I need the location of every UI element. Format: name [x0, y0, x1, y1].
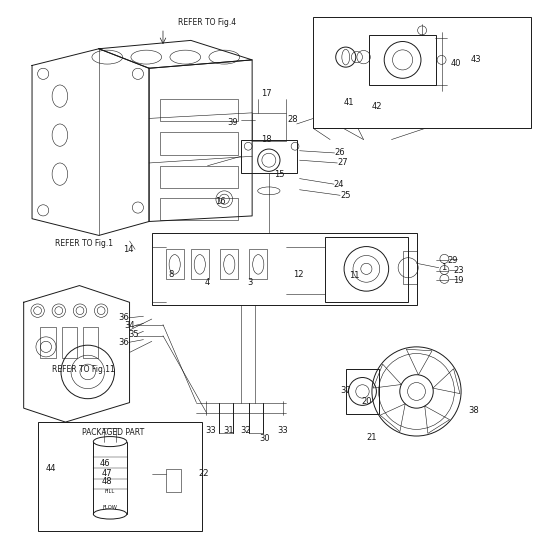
Bar — [40, 328, 56, 358]
Text: 15: 15 — [274, 170, 284, 179]
Text: 38: 38 — [469, 407, 479, 416]
Text: 16: 16 — [215, 198, 226, 207]
Text: 42: 42 — [371, 102, 382, 111]
Text: 23: 23 — [453, 266, 464, 275]
Text: 14: 14 — [123, 245, 134, 254]
Text: 44: 44 — [45, 464, 55, 473]
Text: REFER TO Fig.4: REFER TO Fig.4 — [179, 18, 237, 27]
Text: 33: 33 — [277, 426, 288, 435]
Bar — [160, 99, 238, 121]
Text: 17: 17 — [261, 89, 272, 98]
Text: 18: 18 — [261, 135, 272, 144]
Text: 22: 22 — [198, 469, 209, 478]
Bar — [38, 422, 202, 531]
Text: 36: 36 — [119, 314, 129, 323]
Text: 34: 34 — [124, 321, 135, 330]
Text: 37: 37 — [340, 386, 351, 395]
Text: 19: 19 — [453, 276, 464, 284]
Text: 24: 24 — [333, 180, 344, 189]
Text: 4: 4 — [205, 278, 210, 287]
Bar — [346, 369, 379, 414]
Bar — [241, 139, 297, 173]
Text: 41: 41 — [343, 99, 354, 108]
Text: FLOW: FLOW — [102, 505, 118, 510]
Bar — [325, 236, 408, 302]
Text: PACKAGED PART: PACKAGED PART — [82, 428, 144, 437]
Bar — [249, 249, 267, 279]
Bar — [160, 132, 238, 155]
Text: 3: 3 — [248, 278, 253, 287]
Bar — [166, 249, 184, 279]
Bar — [166, 469, 181, 492]
Text: FILL: FILL — [105, 489, 115, 494]
Text: 29: 29 — [447, 256, 458, 265]
Text: REFER TO Fig.11: REFER TO Fig.11 — [53, 365, 115, 374]
Text: 48: 48 — [102, 477, 113, 486]
Bar — [403, 251, 417, 284]
Text: 30: 30 — [259, 435, 270, 444]
Text: 27: 27 — [337, 158, 348, 167]
Text: 40: 40 — [450, 59, 461, 68]
Bar — [221, 249, 238, 279]
Text: 1: 1 — [441, 263, 446, 272]
Text: 25: 25 — [340, 191, 351, 200]
Text: 36: 36 — [119, 338, 129, 347]
Bar — [83, 328, 99, 358]
Text: 47: 47 — [102, 469, 113, 478]
Bar — [314, 17, 531, 128]
Bar — [369, 35, 436, 85]
Bar — [160, 166, 238, 188]
Bar — [152, 232, 417, 305]
Text: 46: 46 — [99, 459, 110, 468]
Bar — [160, 198, 238, 220]
Text: 32: 32 — [240, 426, 251, 435]
Bar — [191, 249, 209, 279]
Text: 33: 33 — [205, 426, 216, 435]
Text: 31: 31 — [223, 426, 234, 435]
Text: 12: 12 — [293, 270, 304, 279]
Bar — [62, 328, 77, 358]
Text: 26: 26 — [334, 148, 345, 157]
Bar — [252, 113, 286, 141]
Text: 43: 43 — [471, 55, 482, 64]
Text: 21: 21 — [367, 433, 377, 442]
Text: 20: 20 — [361, 397, 372, 406]
Text: 8: 8 — [169, 270, 174, 279]
Text: REFER TO Fig.1: REFER TO Fig.1 — [55, 239, 113, 248]
Text: 39: 39 — [227, 118, 238, 127]
Text: 35: 35 — [128, 329, 139, 339]
Text: 11: 11 — [349, 271, 360, 280]
Text: 28: 28 — [287, 115, 298, 124]
